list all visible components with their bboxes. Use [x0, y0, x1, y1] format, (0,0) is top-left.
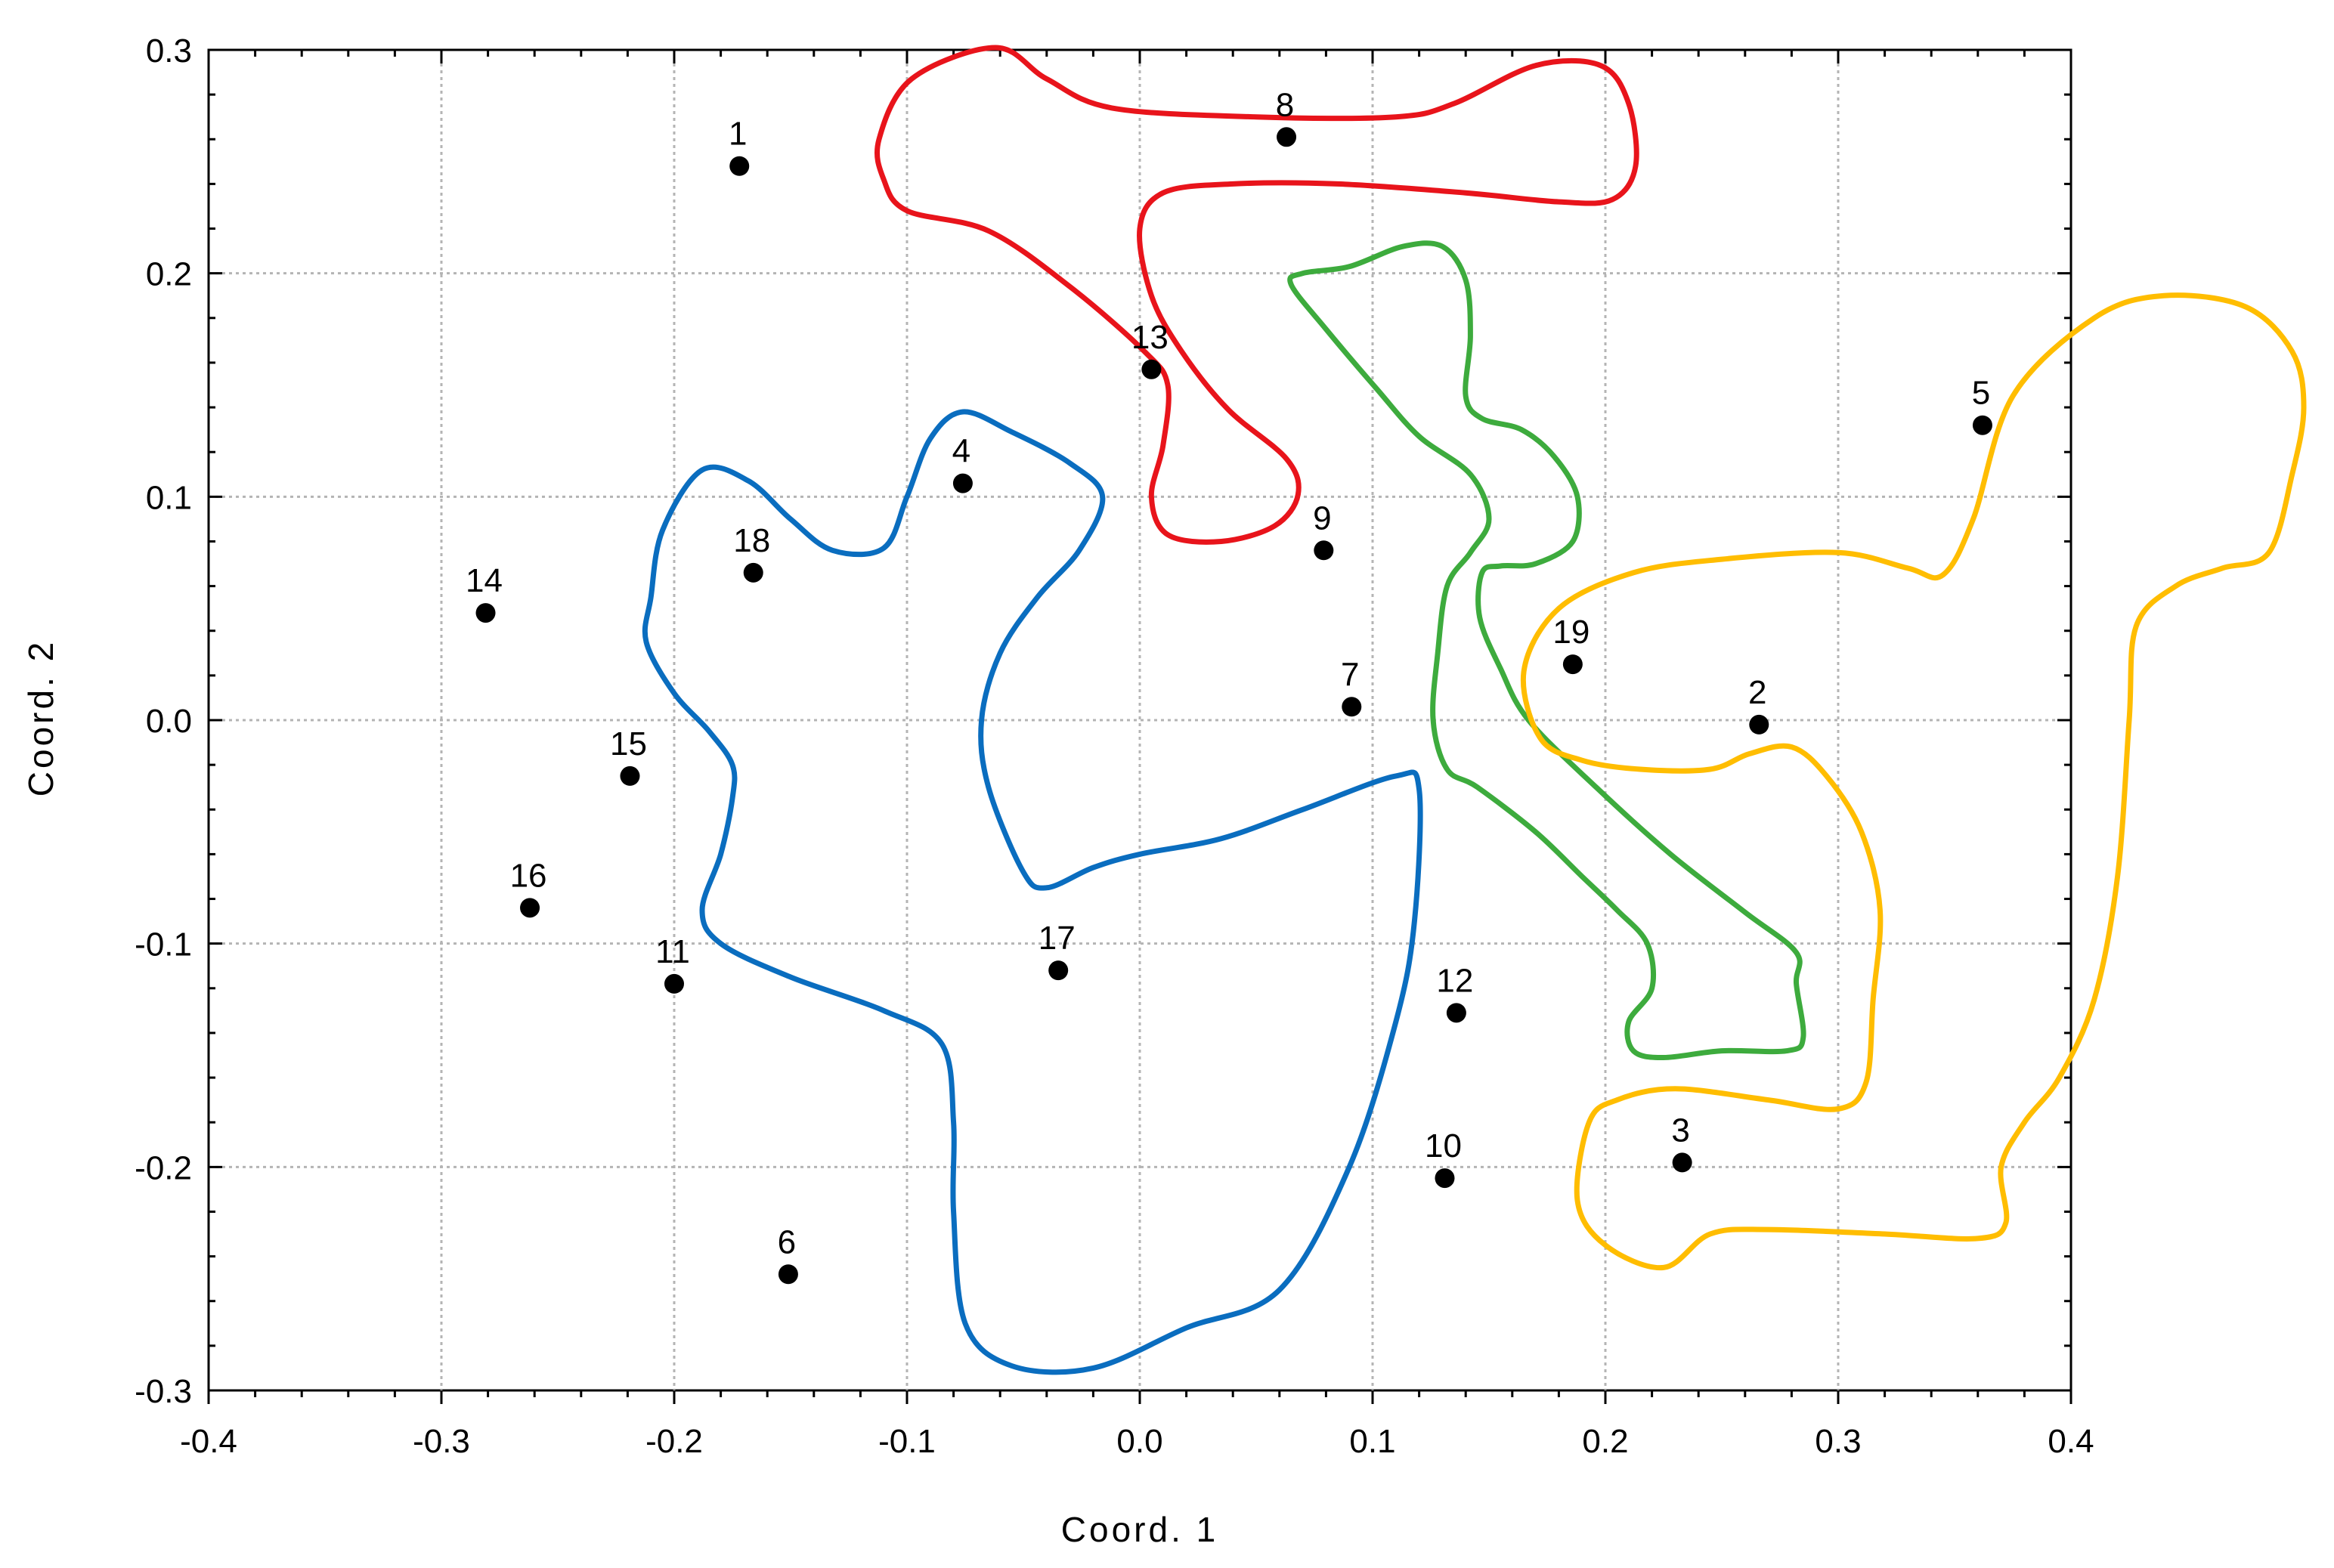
y-tick-label: -0.2 — [135, 1149, 192, 1186]
x-axis-tick-labels: -0.4 -0.3 -0.2 -0.1 0.0 0.1 0.2 0.3 0.4 — [180, 1423, 2094, 1460]
y-tick-label: -0.1 — [135, 926, 192, 963]
x-tick-label: 0.0 — [1116, 1423, 1162, 1460]
x-tick-label: -0.3 — [413, 1423, 470, 1460]
x-tick-label: -0.1 — [878, 1423, 936, 1460]
point-label: 8 — [1276, 86, 1294, 123]
x-tick-label: 0.1 — [1349, 1423, 1395, 1460]
point-label: 17 — [1039, 920, 1076, 957]
axis-ticks — [207, 48, 2072, 1404]
point-label: 15 — [610, 725, 647, 762]
y-axis-tick-labels: -0.3 -0.2 -0.1 0.0 0.1 0.2 0.3 — [135, 32, 192, 1410]
data-point — [1562, 654, 1583, 675]
cluster-outline — [1287, 240, 1806, 1060]
data-point — [778, 1264, 798, 1285]
data-point — [1435, 1168, 1455, 1189]
data-point — [743, 562, 763, 583]
point-label: 18 — [733, 522, 770, 559]
cluster-outline — [1520, 292, 2307, 1271]
y-axis-title: Coord. 2 — [21, 639, 60, 796]
data-point — [1277, 127, 1297, 147]
point-label: 12 — [1436, 962, 1473, 999]
x-tick-label: 0.4 — [2048, 1423, 2094, 1460]
x-tick-label: -0.2 — [645, 1423, 703, 1460]
point-label: 1 — [729, 116, 747, 153]
data-point — [1048, 960, 1069, 981]
cluster-outline — [874, 45, 1639, 545]
data-point — [1314, 540, 1334, 561]
point-label: 9 — [1313, 499, 1331, 537]
data-point — [952, 473, 973, 493]
y-tick-label: -0.3 — [135, 1373, 192, 1410]
point-label: 6 — [778, 1223, 796, 1260]
point-label: 19 — [1552, 614, 1590, 651]
data-point — [1446, 1003, 1466, 1023]
point-label: 3 — [1671, 1112, 1689, 1149]
point-label: 5 — [1972, 375, 1990, 412]
cluster-outlines — [642, 45, 2307, 1375]
data-point — [520, 898, 540, 918]
point-label: 13 — [1131, 319, 1169, 356]
data-point — [475, 603, 496, 623]
point-label: 7 — [1341, 656, 1359, 693]
point-label: 4 — [952, 433, 970, 470]
y-tick-label: 0.2 — [146, 256, 192, 293]
x-axis-title: Coord. 1 — [1061, 1510, 1218, 1549]
data-point — [664, 973, 684, 994]
point-label: 10 — [1425, 1127, 1462, 1164]
y-tick-label: 0.1 — [146, 479, 192, 516]
data-point — [729, 156, 750, 176]
point-label: 16 — [510, 857, 547, 894]
point-label: 11 — [655, 933, 690, 970]
point-label: 2 — [1748, 674, 1766, 711]
point-label: 14 — [466, 562, 503, 599]
x-tick-label: 0.2 — [1582, 1423, 1628, 1460]
cluster-outline — [642, 409, 1423, 1375]
data-point — [1672, 1152, 1692, 1173]
y-tick-label: 0.0 — [146, 703, 192, 740]
data-point — [620, 765, 640, 786]
data-point — [1749, 714, 1769, 735]
x-tick-label: -0.4 — [180, 1423, 237, 1460]
data-point — [1972, 415, 1992, 435]
x-tick-label: 0.3 — [1815, 1423, 1861, 1460]
data-point — [1141, 359, 1162, 379]
y-tick-label: 0.3 — [146, 32, 192, 70]
data-point — [1342, 697, 1362, 717]
